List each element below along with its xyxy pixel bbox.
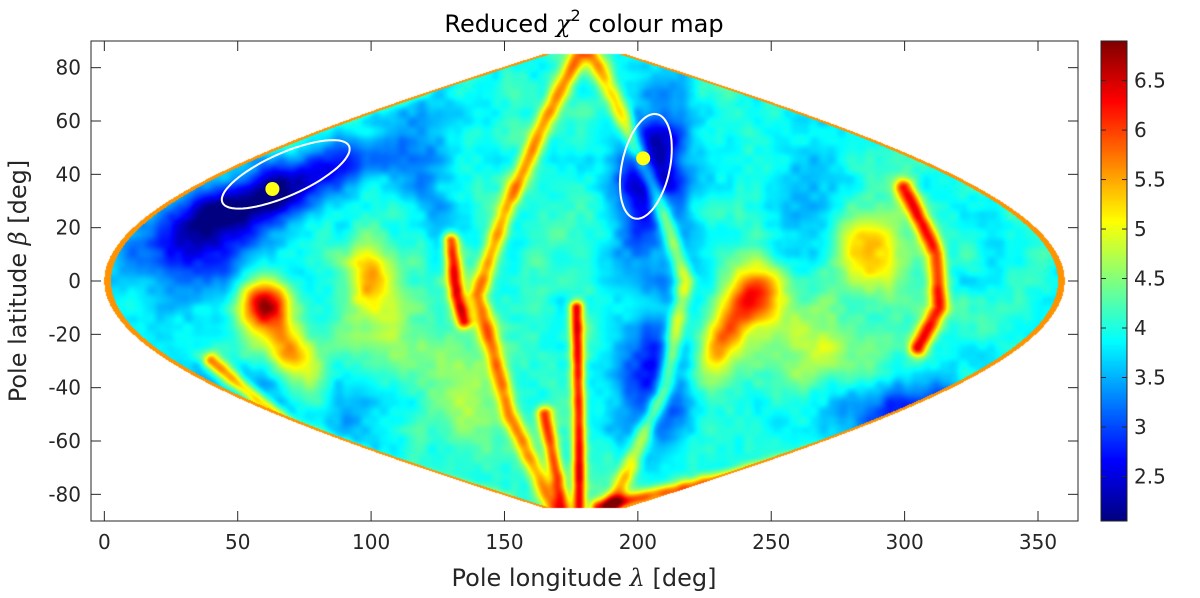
chart-title: Reduced χ2 colour map xyxy=(444,6,723,38)
y-tick-label: 40 xyxy=(56,162,81,186)
y-tick-label: -80 xyxy=(48,482,81,506)
y-tick-label: 0 xyxy=(68,269,81,293)
chi2-contour xyxy=(220,139,351,210)
colorbar-tick-label: 5 xyxy=(1134,217,1147,241)
colorbar-tick-label: 4.5 xyxy=(1134,267,1166,291)
y-axis-label: Pole latitude β [deg] xyxy=(4,160,32,403)
y-tick-label: 20 xyxy=(56,216,81,240)
x-axis-label: Pole longitude λ [deg] xyxy=(452,564,717,592)
colorbar-gradient xyxy=(1101,41,1127,521)
heatmap-surface xyxy=(91,41,1078,521)
x-tick-label: 150 xyxy=(485,530,523,554)
x-tick-label: 350 xyxy=(1019,530,1057,554)
plot-area xyxy=(91,41,1078,521)
solution-markers xyxy=(265,151,651,196)
x-tick-label: 200 xyxy=(619,530,657,554)
colorbar-tick-label: 5.5 xyxy=(1134,168,1166,192)
x-tick-label: 100 xyxy=(352,530,390,554)
best-solution-marker xyxy=(636,151,651,166)
y-tick-label: 60 xyxy=(56,109,81,133)
colorbar-tick-label: 6 xyxy=(1134,118,1147,142)
y-tick-label: -40 xyxy=(48,376,81,400)
colorbar-tick-label: 2.5 xyxy=(1134,464,1166,488)
colorbar-tick-label: 3 xyxy=(1134,415,1147,439)
colorbar: 2.5 3 3.5 4 4.5 5 5.5 6 6.5 xyxy=(1100,40,1166,522)
y-axis: -80 -60 -40 -20 0 20 40 60 80 xyxy=(48,56,1078,506)
x-axis: 0 50 100 150 200 250 300 350 xyxy=(98,41,1057,554)
colorbar-tick-label: 3.5 xyxy=(1134,365,1166,389)
y-tick-label: -20 xyxy=(48,322,81,346)
x-tick-label: 50 xyxy=(225,530,250,554)
chi2-contour xyxy=(618,112,673,220)
y-tick-label: 80 xyxy=(56,56,81,80)
colorbar-ticks: 2.5 3 3.5 4 4.5 5 5.5 6 6.5 xyxy=(1101,69,1166,488)
colorbar-box xyxy=(1100,40,1128,522)
x-tick-label: 0 xyxy=(98,530,111,554)
x-tick-label: 250 xyxy=(752,530,790,554)
colorbar-tick-label: 6.5 xyxy=(1134,69,1166,93)
best-solution-marker xyxy=(265,182,280,196)
colorbar-tick-label: 4 xyxy=(1134,316,1147,340)
y-tick-label: -60 xyxy=(48,429,81,453)
confidence-contours xyxy=(220,112,673,220)
x-tick-label: 300 xyxy=(886,530,924,554)
